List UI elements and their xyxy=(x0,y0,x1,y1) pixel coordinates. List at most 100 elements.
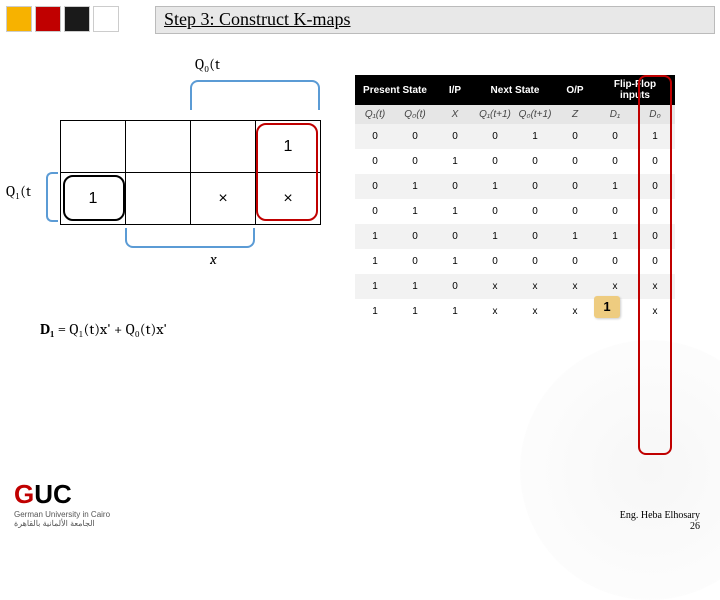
kmap-cell xyxy=(191,121,256,173)
cell: 0 xyxy=(635,149,675,174)
th-next-state: Next State xyxy=(475,75,555,105)
cell: 0 xyxy=(435,174,475,199)
cell: 1 xyxy=(395,199,435,224)
cell: 0 xyxy=(395,124,435,149)
th-ip: I/P xyxy=(435,75,475,105)
cell: 0 xyxy=(355,124,395,149)
slide-title: Step 3: Construct K-maps xyxy=(155,6,715,34)
callout-badge: 1 xyxy=(594,296,620,318)
sub-x: X xyxy=(435,105,475,124)
cell: 0 xyxy=(555,199,595,224)
sub-q1t1: Q₁(t+1) xyxy=(475,105,515,124)
kmap-cell xyxy=(126,121,191,173)
cell: 1 xyxy=(635,124,675,149)
sub-q1t: Q₁(t) xyxy=(355,105,395,124)
cell: 0 xyxy=(475,249,515,274)
cell: 0 xyxy=(395,249,435,274)
cell: 0 xyxy=(515,174,555,199)
cell: 0 xyxy=(555,249,595,274)
table-subheader-row: Q₁(t) Q₀(t) X Q₁(t+1) Q₀(t+1) Z D₁ D₀ xyxy=(355,105,675,124)
cell: x xyxy=(555,299,595,324)
cell: 1 xyxy=(595,174,635,199)
sub-d1: D₁ xyxy=(595,105,635,124)
cell: 1 xyxy=(435,299,475,324)
kmap-cell xyxy=(61,121,126,173)
th-present-state: Present State xyxy=(355,75,435,105)
cell: 1 xyxy=(475,224,515,249)
background-swoosh xyxy=(520,340,720,600)
cell: 0 xyxy=(555,149,595,174)
table-row: 01100000 xyxy=(355,199,675,224)
cell: x xyxy=(555,274,595,299)
cell: 1 xyxy=(355,299,395,324)
cell: 0 xyxy=(595,249,635,274)
cell: 1 xyxy=(595,224,635,249)
slide-footer: Eng. Heba Elhosary 26 xyxy=(620,510,700,532)
cell: 1 xyxy=(355,249,395,274)
logo-sub-en: German University in Cairo xyxy=(14,510,110,519)
cell: 1 xyxy=(435,249,475,274)
brace-bottom xyxy=(125,228,255,248)
formula-rhs: = Q₁(t)x' + Q₀(t)x' xyxy=(54,320,167,338)
table-row: 00100000 xyxy=(355,149,675,174)
cell: 1 xyxy=(435,199,475,224)
th-op: O/P xyxy=(555,75,595,105)
cell: 0 xyxy=(475,199,515,224)
q0-label: Q₀(t xyxy=(195,55,220,74)
logo-uc: UC xyxy=(34,479,72,509)
cell: 1 xyxy=(515,124,555,149)
cell: 0 xyxy=(635,199,675,224)
cell: 1 xyxy=(355,224,395,249)
table-header-row: Present State I/P Next State O/P Flip-Fl… xyxy=(355,75,675,105)
cell: x xyxy=(635,299,675,324)
sub-q0t1: Q₀(t+1) xyxy=(515,105,555,124)
logo-g: G xyxy=(14,479,34,509)
cell: x xyxy=(515,299,555,324)
table-row: 01010010 xyxy=(355,174,675,199)
cell: 1 xyxy=(395,274,435,299)
brace-left xyxy=(46,172,58,222)
table-row: 10010110 xyxy=(355,224,675,249)
kmap-group-black xyxy=(63,175,125,221)
brace-top xyxy=(190,80,320,110)
author-name: Eng. Heba Elhosary xyxy=(620,510,700,521)
cell: 0 xyxy=(515,149,555,174)
table-row: 00001001 xyxy=(355,124,675,149)
cell: 0 xyxy=(555,174,595,199)
cell: 0 xyxy=(475,124,515,149)
cell: 0 xyxy=(595,149,635,174)
sub-z: Z xyxy=(555,105,595,124)
sub-d0: D₀ xyxy=(635,105,675,124)
q1-label: Q₁(t xyxy=(6,182,31,201)
cell: 0 xyxy=(635,249,675,274)
block-3 xyxy=(64,6,90,32)
kmap-cell: × xyxy=(191,173,256,225)
x-label: x xyxy=(210,250,217,268)
logo-mark: GUC xyxy=(14,479,110,510)
cell: 0 xyxy=(435,224,475,249)
cell: 0 xyxy=(635,224,675,249)
formula-lhs: D₁ xyxy=(40,320,54,338)
cell: x xyxy=(475,274,515,299)
cell: 0 xyxy=(475,149,515,174)
cell: x xyxy=(635,274,675,299)
cell: 1 xyxy=(355,274,395,299)
table-row: 110xxxxx xyxy=(355,274,675,299)
cell: 0 xyxy=(555,124,595,149)
cell: x xyxy=(475,299,515,324)
cell: 0 xyxy=(395,224,435,249)
state-table: Present State I/P Next State O/P Flip-Fl… xyxy=(355,75,675,324)
table-row: 10100000 xyxy=(355,249,675,274)
cell: 0 xyxy=(435,124,475,149)
cell: 1 xyxy=(395,174,435,199)
logo-sub-ar: الجامعة الألمانية بالقاهرة xyxy=(14,519,110,528)
cell: 0 xyxy=(435,274,475,299)
th-ff: Flip-Flop inputs xyxy=(595,75,675,105)
cell: 1 xyxy=(395,299,435,324)
block-1 xyxy=(6,6,32,32)
d1-formula: D₁ = Q₁(t)x' + Q₀(t)x' xyxy=(40,320,167,339)
cell: 0 xyxy=(595,124,635,149)
cell: 0 xyxy=(355,174,395,199)
block-4 xyxy=(93,6,119,32)
guc-logo: GUC German University in Cairo الجامعة ا… xyxy=(14,479,110,528)
